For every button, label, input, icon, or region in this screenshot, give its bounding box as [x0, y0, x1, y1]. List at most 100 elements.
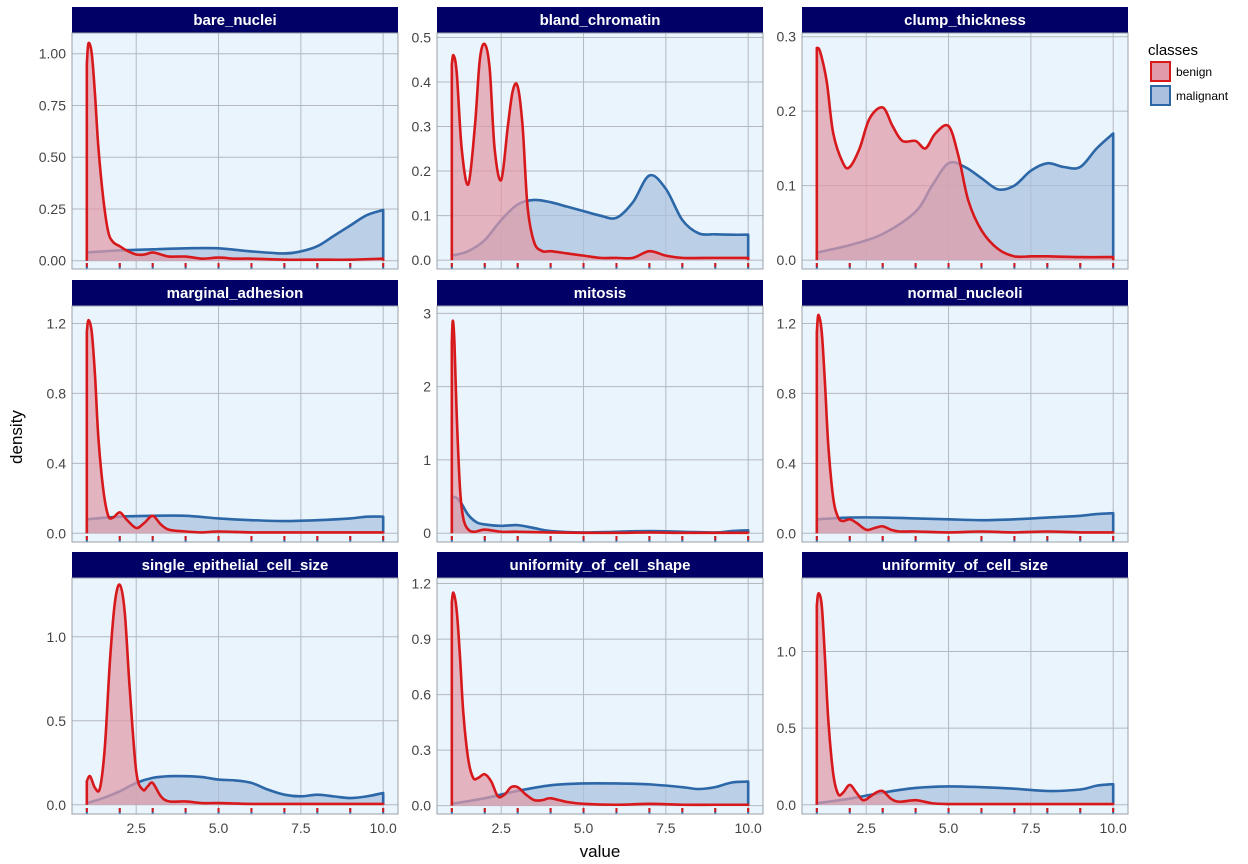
panel-single_epithelial_cell_size: single_epithelial_cell_size 0.0 0.5 1.0 2.5 5… [47, 552, 399, 836]
panel-mitosis: mitosis 0 1 2 3 [423, 280, 764, 543]
density-line-malignant [85, 514, 385, 534]
y-tick-label: 0.00 [39, 253, 66, 269]
y-tick-label: 1.2 [777, 315, 797, 331]
x-tick-label: 2.5 [856, 820, 876, 836]
density-line-malignant [815, 511, 1115, 534]
facet-panels: bare_nuclei0.000.250.500.751.00bland_chr… [39, 7, 1129, 836]
strip-title: clump_thickness [904, 12, 1026, 29]
density-area-benign [451, 592, 749, 806]
y-tick-label: 2 [423, 379, 431, 395]
panel-border [436, 32, 764, 270]
strip [437, 552, 763, 578]
density-line-benign [85, 583, 385, 806]
legend-key-malignant [1150, 85, 1171, 106]
y-tick-label: 0.3 [777, 29, 797, 45]
x-axis-title: value [580, 842, 621, 861]
x-tick-label: 10.0 [1100, 820, 1127, 836]
strip-title: normal_nucleoli [907, 285, 1022, 302]
y-tick-label: 0.3 [412, 742, 432, 758]
y-tick-label: 0.5 [777, 720, 797, 736]
y-tick-label: 1.00 [39, 46, 66, 62]
strip-title: uniformity_of_cell_size [882, 557, 1048, 574]
y-tick-label: 0.0 [777, 525, 797, 541]
panel-bland_chromatin: bland_chromatin 0.0 0.1 0.2 0.3 0.4 0.5 [412, 7, 764, 270]
y-tick-label: 0.75 [39, 97, 66, 113]
panel-border [436, 305, 764, 543]
x-tick-label: 7.5 [291, 820, 311, 836]
panel-background [437, 578, 763, 814]
panel-border [801, 32, 1129, 270]
x-tick-label: 10.0 [735, 820, 762, 836]
y-tick-label: 0.0 [777, 797, 797, 813]
x-tick-label: 10.0 [370, 820, 397, 836]
y-tick-label: 0.1 [777, 178, 797, 194]
y-tick-label: 0.4 [777, 455, 797, 471]
legend-label-malignant: malignant [1176, 89, 1229, 103]
y-tick-label: 0.4 [412, 74, 432, 90]
strip-title: bland_chromatin [540, 12, 661, 29]
strip-title: single_epithelial_cell_size [142, 557, 329, 574]
y-tick-label: 0.0 [47, 525, 67, 541]
y-tick-label: 0.8 [47, 385, 67, 401]
y-tick-label: 1.0 [777, 644, 797, 660]
strip-title: uniformity_of_cell_shape [510, 557, 691, 574]
density-area-benign [86, 584, 384, 805]
x-tick-label: 5.0 [939, 820, 959, 836]
y-tick-label: 0.5 [47, 713, 67, 729]
y-tick-label: 0.50 [39, 149, 66, 165]
density-area-benign [816, 47, 1114, 261]
panel-background [72, 306, 398, 542]
panel-border [71, 577, 399, 815]
density-line-benign [450, 42, 750, 261]
y-axis-title: density [7, 410, 26, 464]
y-tick-label: 0.3 [412, 119, 432, 135]
y-tick-label: 0.0 [47, 797, 67, 813]
panel-border [71, 305, 399, 543]
x-tick-label: 2.5 [126, 820, 146, 836]
x-tick-label: 7.5 [656, 820, 676, 836]
x-tick-label: 7.5 [1021, 820, 1041, 836]
y-tick-label: 0.1 [412, 208, 432, 224]
y-tick-label: 0.2 [777, 103, 797, 119]
panel-background [802, 578, 1128, 814]
panel-background [802, 306, 1128, 542]
panel-border [71, 32, 399, 270]
y-tick-label: 0.6 [412, 687, 432, 703]
y-tick-label: 3 [423, 305, 431, 321]
strip [72, 280, 398, 306]
density-line-malignant [85, 208, 385, 261]
y-tick-label: 0 [423, 525, 431, 541]
panel-background [437, 306, 763, 542]
y-tick-label: 0.2 [412, 163, 432, 179]
strip [802, 7, 1128, 33]
panel-clump_thickness: clump_thickness 0.0 0.1 0.2 0.3 [777, 7, 1129, 270]
panel-uniformity_of_cell_shape: uniformity_of_cell_shape 0.0 0.3 0.6 0.9 1.2 2… [412, 552, 764, 836]
panel-marginal_adhesion: marginal_adhesion 0.0 0.4 0.8 1.2 [47, 280, 399, 543]
strip [437, 7, 763, 33]
strip-title: bare_nuclei [193, 12, 276, 29]
density-area-benign [451, 43, 749, 261]
density-line-benign [85, 41, 385, 262]
density-line-benign [815, 46, 1115, 261]
strip [802, 280, 1128, 306]
x-tick-label: 2.5 [491, 820, 511, 836]
panel-bare_nuclei: bare_nuclei 0.00 0.25 0.50 0.75 1.00 [39, 7, 399, 270]
density-line-benign [815, 313, 1115, 534]
panel-border [801, 577, 1129, 815]
y-tick-label: 0.0 [412, 252, 432, 268]
panel-uniformity_of_cell_size: uniformity_of_cell_size 0.0 0.5 1.0 2.5 5.0 7.… [777, 552, 1129, 836]
legend: classes benign malignant [1148, 42, 1229, 106]
panel-border [436, 577, 764, 815]
y-tick-label: 1.0 [47, 629, 67, 645]
strip-title: mitosis [574, 285, 627, 302]
y-tick-label: 0.0 [777, 252, 797, 268]
strip [72, 7, 398, 33]
strip [802, 552, 1128, 578]
density-line-malignant [815, 782, 1115, 805]
y-tick-label: 0.0 [412, 798, 432, 814]
strip [72, 552, 398, 578]
x-tick-label: 5.0 [574, 820, 594, 836]
legend-label-benign: benign [1176, 65, 1212, 79]
y-tick-label: 1.2 [412, 576, 432, 592]
